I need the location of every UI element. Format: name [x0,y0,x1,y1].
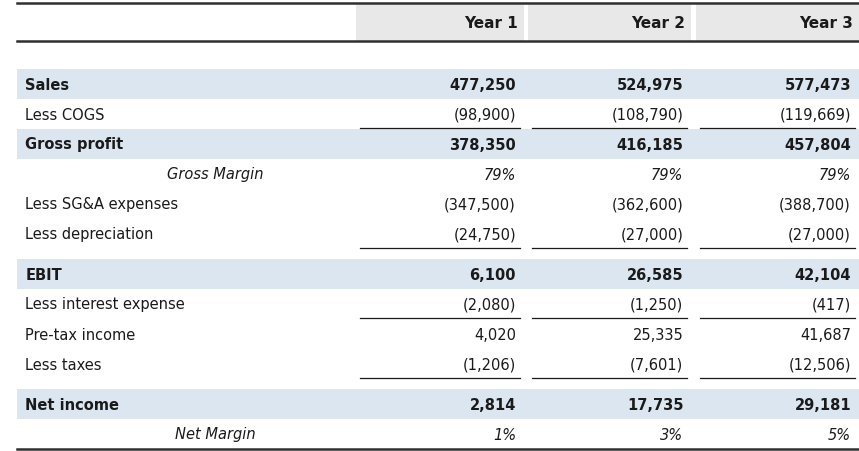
Text: (24,750): (24,750) [454,227,516,242]
Text: Less interest expense: Less interest expense [25,297,185,312]
Text: Sales: Sales [25,77,70,92]
Bar [17,70,859,100]
Text: 29,181: 29,181 [795,396,851,412]
Text: 4,020: 4,020 [474,327,516,342]
Text: (388,700): (388,700) [779,197,851,212]
Bar [17,100,859,130]
Text: (98,900): (98,900) [454,107,516,122]
Text: 26,585: 26,585 [627,267,684,282]
Text: 2,814: 2,814 [470,396,516,412]
Text: (119,669): (119,669) [779,107,851,122]
Text: (2,080): (2,080) [463,297,516,312]
Bar [356,4,524,42]
Text: Gross Margin: Gross Margin [167,167,263,182]
Text: 17,735: 17,735 [627,396,684,412]
Text: Less SG&A expenses: Less SG&A expenses [25,197,179,212]
Bar [17,290,859,319]
Text: (347,500): (347,500) [444,197,516,212]
Text: 3%: 3% [661,427,684,442]
Text: (1,250): (1,250) [631,297,684,312]
Text: Less depreciation: Less depreciation [25,227,154,242]
Bar [17,220,859,249]
Text: 378,350: 378,350 [449,137,516,152]
Bar [17,160,859,189]
Text: (362,600): (362,600) [612,197,684,212]
Text: Less taxes: Less taxes [25,357,101,372]
Text: 79%: 79% [651,167,684,182]
Bar [17,319,859,349]
Text: (27,000): (27,000) [620,227,684,242]
Text: 25,335: 25,335 [633,327,684,342]
Text: 79%: 79% [819,167,851,182]
Text: 1%: 1% [493,427,516,442]
Text: 79%: 79% [484,167,516,182]
Text: Year 2: Year 2 [631,15,685,30]
Bar [17,419,859,449]
Text: Year 3: Year 3 [799,15,853,30]
Text: Net Margin: Net Margin [174,427,255,442]
Text: 5%: 5% [828,427,851,442]
Bar [17,349,859,379]
Bar [17,189,859,220]
Text: (27,000): (27,000) [788,227,851,242]
Text: (12,506): (12,506) [789,357,851,372]
Bar [17,130,859,160]
Text: (108,790): (108,790) [612,107,684,122]
Text: Less COGS: Less COGS [25,107,105,122]
Text: 42,104: 42,104 [795,267,851,282]
Text: 457,804: 457,804 [784,137,851,152]
Text: Net income: Net income [25,396,119,412]
Text: Gross profit: Gross profit [25,137,124,152]
Text: 6,100: 6,100 [470,267,516,282]
Bar [17,259,859,290]
Text: (1,206): (1,206) [463,357,516,372]
Bar [696,4,859,42]
Text: (7,601): (7,601) [631,357,684,372]
Bar [528,4,691,42]
Text: 477,250: 477,250 [449,77,516,92]
Text: (417): (417) [812,297,851,312]
Bar [17,389,859,419]
Text: Year 1: Year 1 [464,15,518,30]
Text: Pre-tax income: Pre-tax income [25,327,136,342]
Text: 41,687: 41,687 [800,327,851,342]
Text: 416,185: 416,185 [617,137,684,152]
Text: 524,975: 524,975 [617,77,684,92]
Text: 577,473: 577,473 [784,77,851,92]
Text: EBIT: EBIT [25,267,62,282]
